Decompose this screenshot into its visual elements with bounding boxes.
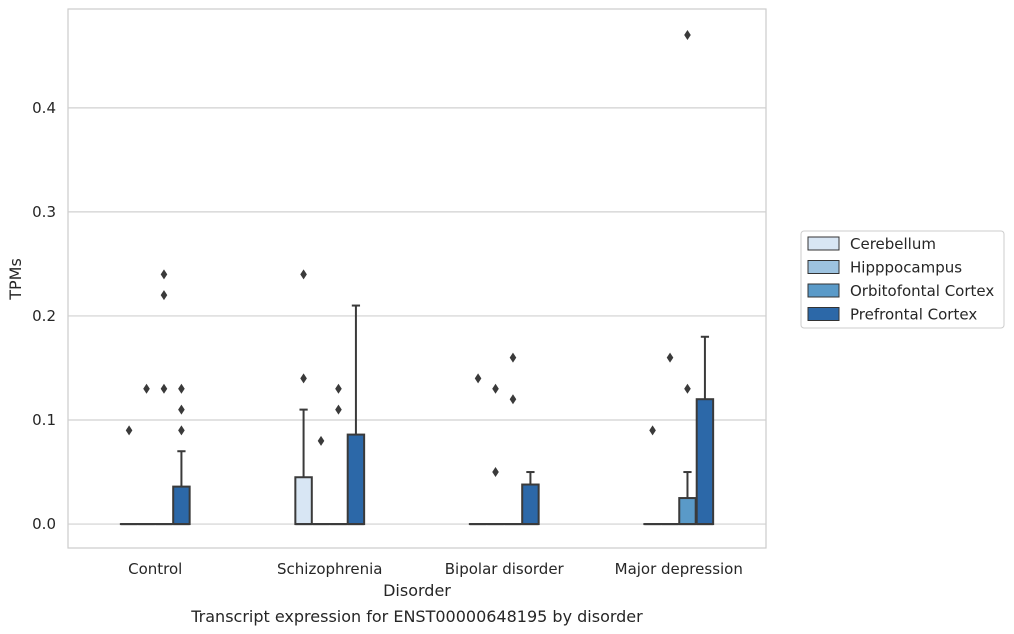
box-group: [137, 383, 156, 526]
box-group: [294, 269, 313, 526]
box-group: [503, 352, 523, 526]
box: [346, 433, 366, 526]
box-group: [329, 383, 348, 526]
x-tick-label: Control: [128, 560, 182, 578]
x-tick-label: Bipolar disorder: [445, 560, 565, 578]
box-group: [311, 435, 331, 526]
outlier-point: [300, 269, 307, 280]
outlier-point: [509, 394, 517, 405]
outlier-point: [178, 404, 185, 415]
outlier-point: [684, 383, 691, 394]
y-tick-label: 0.2: [32, 307, 56, 325]
outlier-point: [300, 373, 307, 384]
outlier-point: [474, 373, 482, 384]
legend-label: Prefrontal Cortex: [850, 306, 977, 324]
legend: Cerebellum Hipppocampus Orbitofontal Corte…: [800, 230, 1005, 329]
outlier-point: [317, 435, 325, 446]
x-tick-label: Major depression: [615, 560, 743, 578]
box: [521, 483, 540, 526]
boxes-layer: [119, 30, 715, 526]
legend-frame: [800, 230, 1005, 329]
outlier-point: [125, 425, 133, 436]
box: [678, 497, 697, 526]
box-group: [678, 30, 697, 526]
outlier-point: [335, 404, 342, 415]
outlier-point: [160, 269, 168, 280]
x-tick-labels: Control Schizophrenia Bipolar disorder Majo…: [128, 560, 743, 578]
box-group: [521, 471, 540, 526]
box: [294, 476, 313, 526]
chart-caption: Transcript expression for ENST0000064819…: [190, 607, 643, 626]
plot-area: [67, 8, 767, 549]
outlier-point: [649, 425, 656, 436]
outlier-point: [178, 383, 185, 394]
outlier-point: [335, 383, 342, 394]
box-group: [695, 335, 715, 526]
legend-label: Hipppocampus: [850, 259, 962, 277]
outlier-point: [492, 383, 499, 394]
y-tick-label: 0.1: [32, 411, 56, 429]
legend-swatch: [807, 260, 840, 274]
outlier-point: [143, 383, 150, 394]
outlier-point: [178, 425, 185, 436]
y-axis-label: TPMs: [6, 258, 25, 301]
legend-swatch: [807, 307, 840, 321]
outlier-point: [684, 30, 691, 41]
y-tick-label: 0.0: [32, 515, 56, 533]
box: [695, 398, 715, 526]
y-tick-labels: 0.0 0.1 0.2 0.3 0.4: [32, 99, 56, 533]
legend-label: Orbitofontal Cortex: [850, 282, 994, 300]
outlier-point: [160, 290, 168, 301]
box-group: [346, 304, 366, 526]
outlier-point: [509, 352, 517, 363]
outlier-point: [492, 467, 499, 478]
y-tick-label: 0.4: [32, 99, 56, 117]
box-group: [119, 425, 139, 526]
box-group: [172, 383, 191, 526]
box: [172, 485, 191, 526]
outlier-point: [666, 352, 674, 363]
outlier-point: [160, 383, 168, 394]
box-group: [154, 269, 174, 526]
legend-swatch: [807, 236, 840, 251]
x-tick-label: Schizophrenia: [277, 560, 382, 578]
y-tick-label: 0.3: [32, 203, 56, 221]
legend-swatch: [807, 283, 840, 298]
legend-label: Cerebellum: [850, 235, 936, 253]
x-axis-label: Disorder: [383, 581, 451, 600]
